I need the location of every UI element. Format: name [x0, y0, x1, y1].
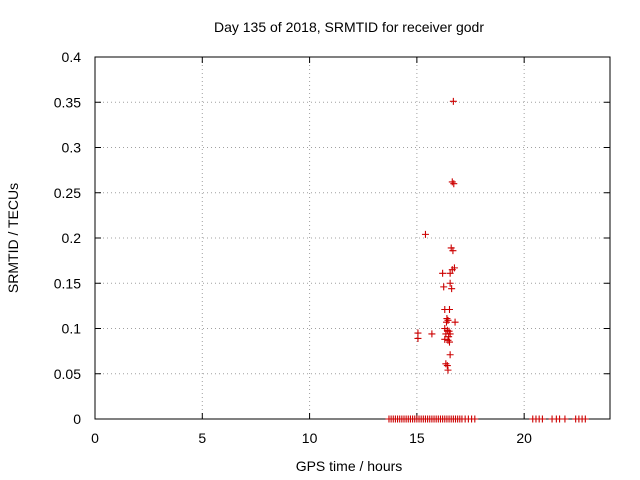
- data-point: [446, 269, 454, 277]
- y-tick-label: 0.2: [62, 230, 82, 246]
- data-point: [445, 338, 453, 346]
- data-point: [444, 336, 452, 344]
- x-tick-labels: 0 5 10 15 20: [91, 430, 532, 446]
- x-axis-label: GPS time / hours: [296, 458, 403, 474]
- data-point: [443, 362, 451, 370]
- data-point: [442, 360, 450, 368]
- data-point: [451, 318, 459, 326]
- data-point: [428, 330, 436, 338]
- y-tick-labels: 0 0.05 0.1 0.15 0.2 0.25 0.3 0.35 0.4: [54, 49, 81, 427]
- x-tick-label: 0: [91, 430, 99, 446]
- data-point: [448, 285, 456, 293]
- data-point: [450, 180, 458, 188]
- y-tick-label: 0.35: [54, 94, 81, 110]
- x-tick-label: 15: [409, 430, 425, 446]
- data-point: [445, 333, 453, 341]
- data-point: [414, 334, 422, 342]
- data-point: [561, 415, 569, 423]
- chart-title: Day 135 of 2018, SRMTID for receiver god…: [214, 19, 484, 35]
- data-point: [449, 247, 457, 255]
- data-point: [448, 266, 456, 274]
- data-point: [581, 415, 589, 423]
- data-point: [439, 269, 447, 277]
- data-point: [444, 366, 452, 374]
- data-points: [385, 97, 589, 423]
- y-tick-label: 0.25: [54, 185, 81, 201]
- data-point: [444, 316, 452, 324]
- y-tick-label: 0: [73, 411, 81, 427]
- data-point: [445, 305, 453, 313]
- y-axis-label: SRMTID / TECUs: [5, 183, 21, 293]
- x-tick-label: 20: [516, 430, 532, 446]
- data-point: [446, 279, 454, 287]
- data-point: [449, 97, 457, 105]
- grid-lines: [95, 57, 610, 419]
- y-tick-label: 0.05: [54, 366, 81, 382]
- data-point: [440, 283, 448, 291]
- y-tick-label: 0.4: [62, 49, 82, 65]
- data-point: [446, 351, 454, 359]
- data-point: [421, 230, 429, 238]
- data-point: [442, 318, 450, 326]
- data-point: [441, 335, 449, 343]
- axis-ticks: [94, 56, 610, 420]
- x-tick-label: 5: [198, 430, 206, 446]
- x-tick-label: 10: [302, 430, 318, 446]
- y-tick-label: 0.3: [62, 140, 82, 156]
- y-tick-label: 0.1: [62, 321, 82, 337]
- data-point: [443, 326, 451, 334]
- data-point: [448, 178, 456, 186]
- data-point: [471, 415, 479, 423]
- y-tick-label: 0.15: [54, 275, 81, 291]
- data-point: [538, 415, 546, 423]
- plot-frame: [94, 56, 611, 420]
